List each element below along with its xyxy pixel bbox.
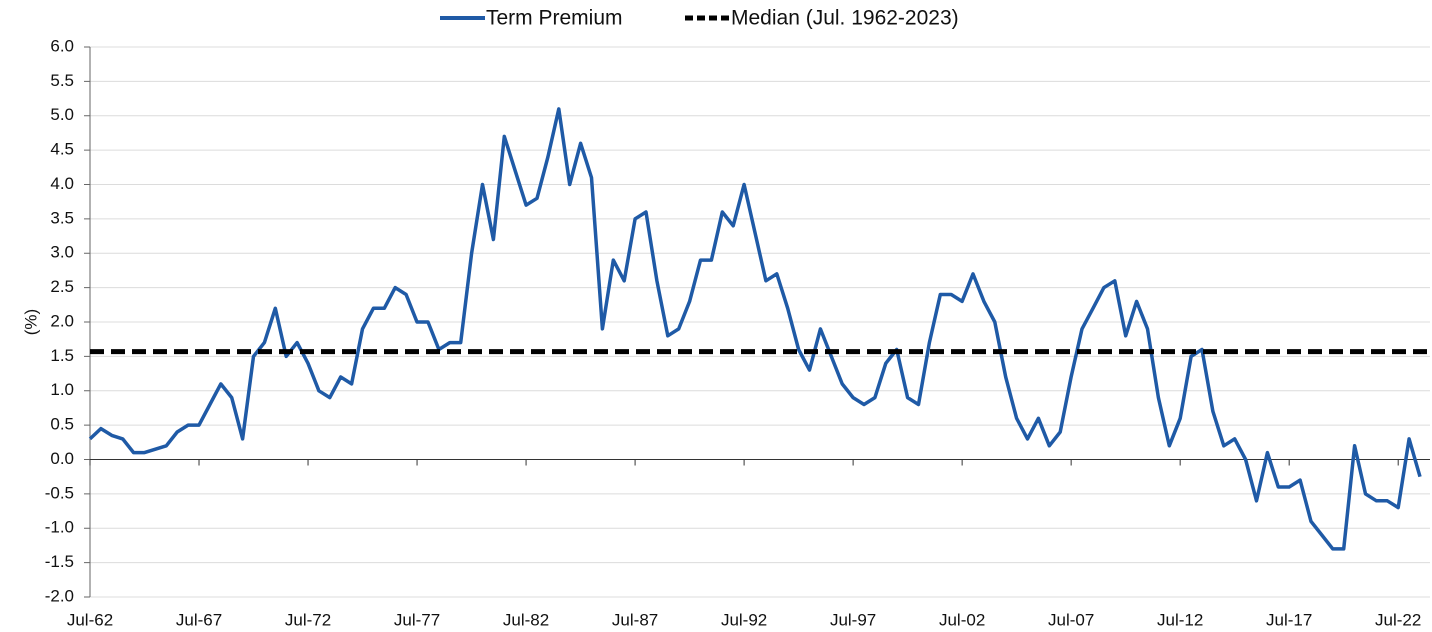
x-tick-label: Jul-92 bbox=[721, 610, 767, 629]
x-tick-label: Jul-82 bbox=[503, 610, 549, 629]
y-tick-label: 0.5 bbox=[50, 415, 74, 434]
x-tick-label: Jul-62 bbox=[67, 610, 113, 629]
y-tick-label: -2.0 bbox=[45, 586, 74, 605]
y-tick-label: 0.0 bbox=[50, 449, 74, 468]
y-tick-label: 2.0 bbox=[50, 311, 74, 330]
legend-label: Term Premium bbox=[486, 7, 623, 30]
y-tick-label: -1.0 bbox=[45, 518, 74, 537]
y-tick-label: 4.0 bbox=[50, 174, 74, 193]
y-tick-label: 5.0 bbox=[50, 105, 74, 124]
x-tick-label: Jul-02 bbox=[939, 610, 985, 629]
x-tick-label: Jul-87 bbox=[612, 610, 658, 629]
x-tick-label: Jul-77 bbox=[394, 610, 440, 629]
y-tick-label: 1.5 bbox=[50, 346, 74, 365]
x-tick-label: Jul-67 bbox=[176, 610, 222, 629]
x-tick-label: Jul-97 bbox=[830, 610, 876, 629]
y-axis-label: (%) bbox=[21, 309, 40, 335]
y-tick-label: 5.5 bbox=[50, 71, 74, 90]
y-tick-label: 2.5 bbox=[50, 277, 74, 296]
y-tick-label: 3.5 bbox=[50, 208, 74, 227]
x-tick-label: Jul-17 bbox=[1266, 610, 1312, 629]
y-tick-label: 6.0 bbox=[50, 36, 74, 55]
legend-label: Median (Jul. 1962-2023) bbox=[731, 7, 959, 30]
x-tick-label: Jul-22 bbox=[1375, 610, 1421, 629]
term-premium-line bbox=[88, 107, 1422, 551]
y-tick-label: -1.5 bbox=[45, 552, 74, 571]
y-tick-label: 4.5 bbox=[50, 140, 74, 159]
y-tick-label: 1.0 bbox=[50, 380, 74, 399]
x-tick-label: Jul-12 bbox=[1157, 610, 1203, 629]
x-tick-label: Jul-07 bbox=[1048, 610, 1094, 629]
x-tick-label: Jul-72 bbox=[285, 610, 331, 629]
y-tick-label: -0.5 bbox=[45, 483, 74, 502]
y-tick-label: 3.0 bbox=[50, 243, 74, 262]
